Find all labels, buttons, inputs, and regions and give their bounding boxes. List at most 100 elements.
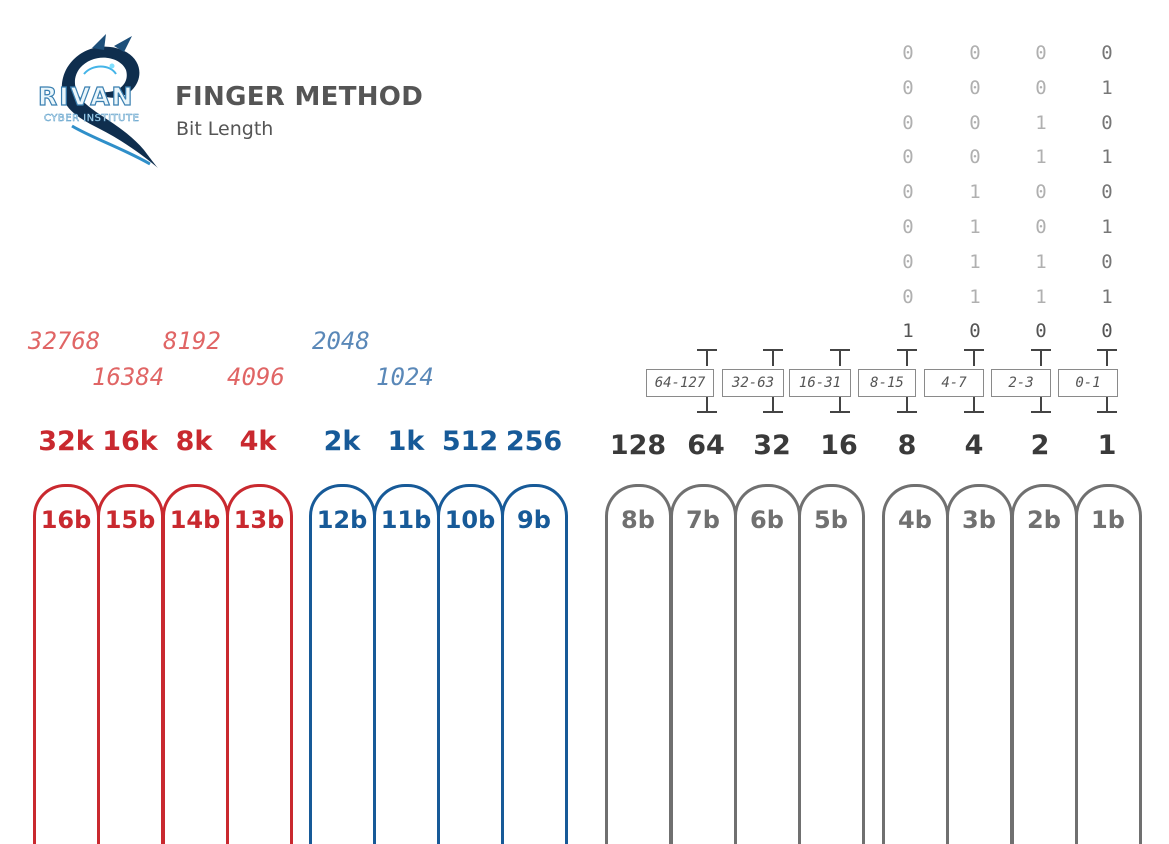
place-value-dark: 128: [609, 430, 667, 461]
finger-bit-label: 10b: [444, 506, 496, 534]
binary-digit: 0: [1035, 216, 1047, 238]
binary-digit: 0: [902, 285, 914, 308]
binary-digit: 0: [1035, 76, 1047, 99]
page-subtitle: Bit Length: [176, 118, 274, 140]
binary-digit: 1: [1035, 111, 1047, 134]
value-1024: 1024: [376, 363, 434, 391]
binary-digit: 0: [969, 146, 981, 169]
logo-subtitle: CYBER INSTITUTE: [44, 113, 140, 125]
finger-gray: [734, 484, 801, 844]
finger-blue: [309, 484, 376, 844]
binary-digit: 0: [1035, 181, 1047, 204]
finger-bit-label: 6b: [750, 506, 784, 534]
binary-digit: 1: [1101, 216, 1113, 238]
rivan-logo-dragon-icon: [61, 34, 158, 168]
binary-digit: 1: [969, 250, 981, 273]
binary-digit: 0: [1101, 111, 1113, 134]
binary-digit: 1: [1101, 146, 1113, 169]
binary-digit: 0: [969, 320, 981, 343]
value-8192: 8192: [163, 327, 221, 355]
range-bracket: [897, 349, 917, 413]
finger-red: [33, 484, 100, 844]
binary-digit: 0: [902, 42, 914, 64]
place-value-dark: 1: [1097, 430, 1117, 461]
value-32768: 32768: [28, 327, 101, 355]
finger-blue: [373, 484, 440, 844]
place-value-red: 4k: [239, 426, 277, 457]
binary-digit: 1: [902, 320, 914, 343]
value-4096: 4096: [227, 363, 285, 391]
binary-digit: 0: [902, 216, 914, 238]
finger-gray: [1011, 484, 1078, 844]
binary-digit: 0: [969, 76, 981, 99]
place-value-dark: 32: [753, 430, 791, 461]
binary-digit: 0: [902, 181, 914, 204]
binary-digit: 0: [902, 146, 914, 169]
range-bracket: [1097, 349, 1117, 413]
range-label: 0-1: [1058, 369, 1118, 397]
value-16384: 16384: [92, 363, 165, 391]
range-bracket: [830, 349, 850, 413]
finger-bit-label: 8b: [621, 506, 655, 534]
binary-digit: 0: [1101, 42, 1113, 64]
range-bracket: [763, 349, 783, 413]
finger-gray: [670, 484, 737, 844]
finger-bit-label: 9b: [517, 506, 551, 534]
binary-digit: 1: [1035, 285, 1047, 308]
place-value-dark: 4: [964, 430, 984, 461]
place-value-dark: 64: [687, 430, 725, 461]
finger-gray: [798, 484, 865, 844]
binary-digit: 0: [969, 42, 981, 64]
binary-digit: 0: [1035, 320, 1047, 343]
range-bracket: [697, 349, 717, 413]
binary-digit: 1: [1101, 76, 1113, 99]
range-bracket: [1031, 349, 1051, 413]
finger-red: [226, 484, 293, 844]
finger-blue: [437, 484, 504, 844]
range-label: 8-15: [858, 369, 916, 397]
binary-digit: 0: [969, 111, 981, 134]
finger-bit-label: 1b: [1091, 506, 1125, 534]
binary-digit: 1: [969, 181, 981, 204]
binary-digit: 0: [1101, 181, 1113, 204]
finger-red: [97, 484, 164, 844]
range-bracket: [964, 349, 984, 413]
value-2048: 2048: [312, 327, 370, 355]
binary-digit: 0: [1101, 320, 1113, 343]
binary-digit: 1: [1035, 146, 1047, 169]
finger-gray: [946, 484, 1013, 844]
finger-bit-label: 14b: [169, 506, 221, 534]
finger-bit-label: 11b: [380, 506, 432, 534]
place-value-blue: 512: [441, 426, 499, 457]
finger-bit-label: 2b: [1027, 506, 1061, 534]
place-value-dark: 16: [820, 430, 858, 461]
binary-digit: 1: [1035, 250, 1047, 273]
finger-gray: [605, 484, 672, 844]
finger-bit-label: 13b: [233, 506, 285, 534]
finger-bit-label: 3b: [962, 506, 996, 534]
page-title: FINGER METHOD: [175, 82, 424, 112]
place-value-dark: 8: [897, 430, 917, 461]
binary-digit: 0: [902, 111, 914, 134]
place-value-red: 16k: [102, 426, 158, 457]
binary-digit: 1: [1101, 285, 1113, 308]
binary-digit: 0: [902, 250, 914, 273]
binary-digit: 1: [969, 216, 981, 238]
binary-digit: 0: [1035, 42, 1047, 64]
range-label: 2-3: [991, 369, 1051, 397]
logo-wordmark: RIVAN: [37, 81, 135, 111]
binary-digit: 1: [969, 285, 981, 308]
finger-bit-label: 5b: [814, 506, 848, 534]
place-value-blue: 1k: [387, 426, 425, 457]
binary-digit: 0: [902, 76, 914, 99]
finger-blue: [501, 484, 568, 844]
finger-gray: [1075, 484, 1142, 844]
place-value-red: 8k: [175, 426, 213, 457]
place-value-blue: 2k: [323, 426, 361, 457]
place-value-red: 32k: [38, 426, 94, 457]
range-label: 4-7: [924, 369, 984, 397]
finger-bit-label: 4b: [898, 506, 932, 534]
finger-bit-label: 15b: [104, 506, 156, 534]
range-label: 64-127: [646, 369, 714, 397]
finger-bit-label: 7b: [686, 506, 720, 534]
